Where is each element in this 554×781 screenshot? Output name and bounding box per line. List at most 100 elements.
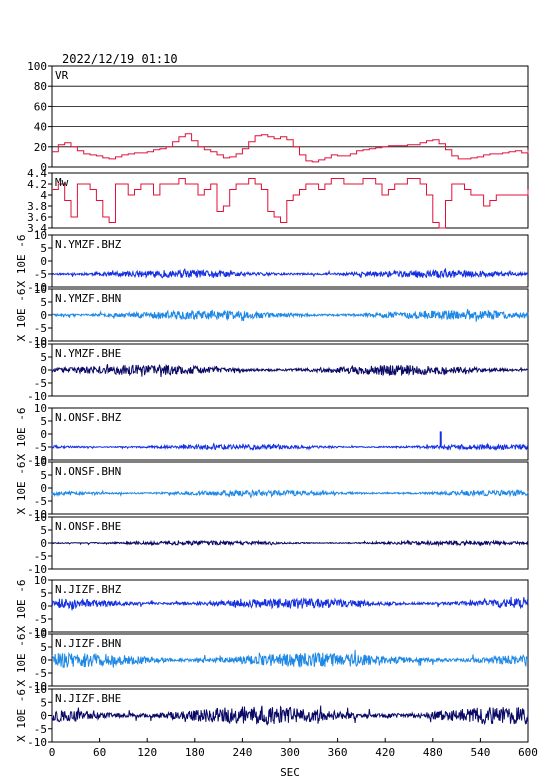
x-axis-label: SEC xyxy=(280,766,300,779)
header-timestamp: 2022/12/19 01:10 xyxy=(62,52,178,66)
y-tick-label: 4.4 xyxy=(27,167,47,180)
panel-frame xyxy=(51,172,529,229)
y-tick-label: 0 xyxy=(40,364,47,377)
y-tick-label: 0 xyxy=(40,482,47,495)
y-tick-label: 0 xyxy=(40,255,47,268)
y-tick-label: -10 xyxy=(27,626,47,639)
y-tick-label: -10 xyxy=(27,736,47,749)
y-tick-label: 0 xyxy=(40,710,47,723)
y-tick-label: -10 xyxy=(27,454,47,467)
y-tick-label: 4 xyxy=(40,189,47,202)
panel-label: N.YMZF.BHE xyxy=(55,347,121,360)
y-tick-label: -10 xyxy=(27,281,47,294)
waveform-line xyxy=(51,308,529,322)
panel-label: N.JIZF.BHN xyxy=(55,637,121,650)
x-tick-label: 420 xyxy=(375,746,395,759)
waveform-line xyxy=(51,596,529,611)
panel-label: N.ONSF.BHN xyxy=(55,465,121,478)
y-tick-label: 5 xyxy=(40,696,47,709)
y-tick-label: 0 xyxy=(40,600,47,613)
x-tick-label: 0 xyxy=(49,746,56,759)
y-tick-label: -10 xyxy=(27,563,47,576)
y-tick-label: 3.6 xyxy=(27,211,47,224)
x-tick-label: 480 xyxy=(423,746,443,759)
y-tick-label: 60 xyxy=(34,100,47,113)
y-tick-label: 5 xyxy=(40,587,47,600)
x-tick-label: 120 xyxy=(137,746,157,759)
y-axis-label: X 10E -6 xyxy=(15,289,28,342)
y-tick-label: -5 xyxy=(34,550,47,563)
y-tick-label: 100 xyxy=(27,60,47,73)
panel-label: VR xyxy=(55,69,69,82)
y-tick-label: 5 xyxy=(40,469,47,482)
x-tick-label: 600 xyxy=(518,746,538,759)
waveform-line xyxy=(51,363,529,378)
y-tick-label: -5 xyxy=(34,723,47,736)
y-tick-label: 10 xyxy=(34,628,47,641)
y-tick-label: 10 xyxy=(34,229,47,242)
y-tick-label: 10 xyxy=(34,283,47,296)
y-tick-label: 5 xyxy=(40,242,47,255)
y-tick-label: -10 xyxy=(27,508,47,521)
y-tick-label: 5 xyxy=(40,415,47,428)
y-tick-label: 80 xyxy=(34,80,47,93)
panel-frame xyxy=(51,461,529,515)
y-tick-label: -10 xyxy=(27,680,47,693)
waveform-line xyxy=(51,268,529,280)
waveform-line xyxy=(51,705,529,726)
y-tick-label: -5 xyxy=(34,495,47,508)
series-line xyxy=(52,133,529,163)
y-tick-label: 10 xyxy=(34,511,47,524)
y-tick-label: -10 xyxy=(27,390,47,403)
y-tick-label: 5 xyxy=(40,351,47,364)
y-tick-label: 0 xyxy=(40,309,47,322)
y-tick-label: -5 xyxy=(34,268,47,281)
panel-vr: 0 20 40 60 80 100 VR xyxy=(27,60,529,174)
y-axis-label: X 10E -6 xyxy=(15,634,28,687)
panel-label: N.YMZF.BHN xyxy=(55,292,121,305)
x-tick-label: 300 xyxy=(280,746,300,759)
y-axis-label: X 10E -6 xyxy=(15,580,28,633)
y-tick-label: 3.8 xyxy=(27,200,47,213)
panel-label: N.ONSF.BHE xyxy=(55,520,121,533)
y-axis-label: X 10E -6 xyxy=(15,462,28,515)
panel-frame xyxy=(51,407,529,461)
y-tick-label: 5 xyxy=(40,524,47,537)
y-tick-label: 0 xyxy=(40,161,47,174)
panel-label: Mw xyxy=(55,176,69,189)
y-tick-label: 0 xyxy=(40,654,47,667)
y-tick-label: -5 xyxy=(34,613,47,626)
y-tick-label: 4.2 xyxy=(27,178,47,191)
y-tick-label: -5 xyxy=(34,441,47,454)
waveform-line xyxy=(51,442,529,451)
panel-label: N.JIZF.BHZ xyxy=(55,583,122,596)
panel-frame xyxy=(51,234,529,288)
y-tick-label: 10 xyxy=(34,683,47,696)
series-line xyxy=(52,178,529,229)
panel-mw: 3.43.63.844.24.4 Mw xyxy=(27,167,529,235)
y-tick-label: 0 xyxy=(40,537,47,550)
y-axis-label: X 10E -6 xyxy=(15,235,28,288)
y-tick-label: 3.4 xyxy=(27,222,47,235)
y-tick-label: 10 xyxy=(34,456,47,469)
y-tick-label: 10 xyxy=(34,574,47,587)
y-tick-label: -5 xyxy=(34,377,47,390)
y-tick-label: -5 xyxy=(34,322,47,335)
panel-label: N.YMZF.BHZ xyxy=(55,238,122,251)
y-axis-label: X 10E -6 xyxy=(15,689,28,742)
y-tick-label: 10 xyxy=(34,402,47,415)
waveform-line xyxy=(51,539,529,547)
waveform-line xyxy=(51,488,529,499)
y-tick-label: 20 xyxy=(34,141,47,154)
x-tick-label: 360 xyxy=(328,746,348,759)
y-tick-label: 5 xyxy=(40,641,47,654)
